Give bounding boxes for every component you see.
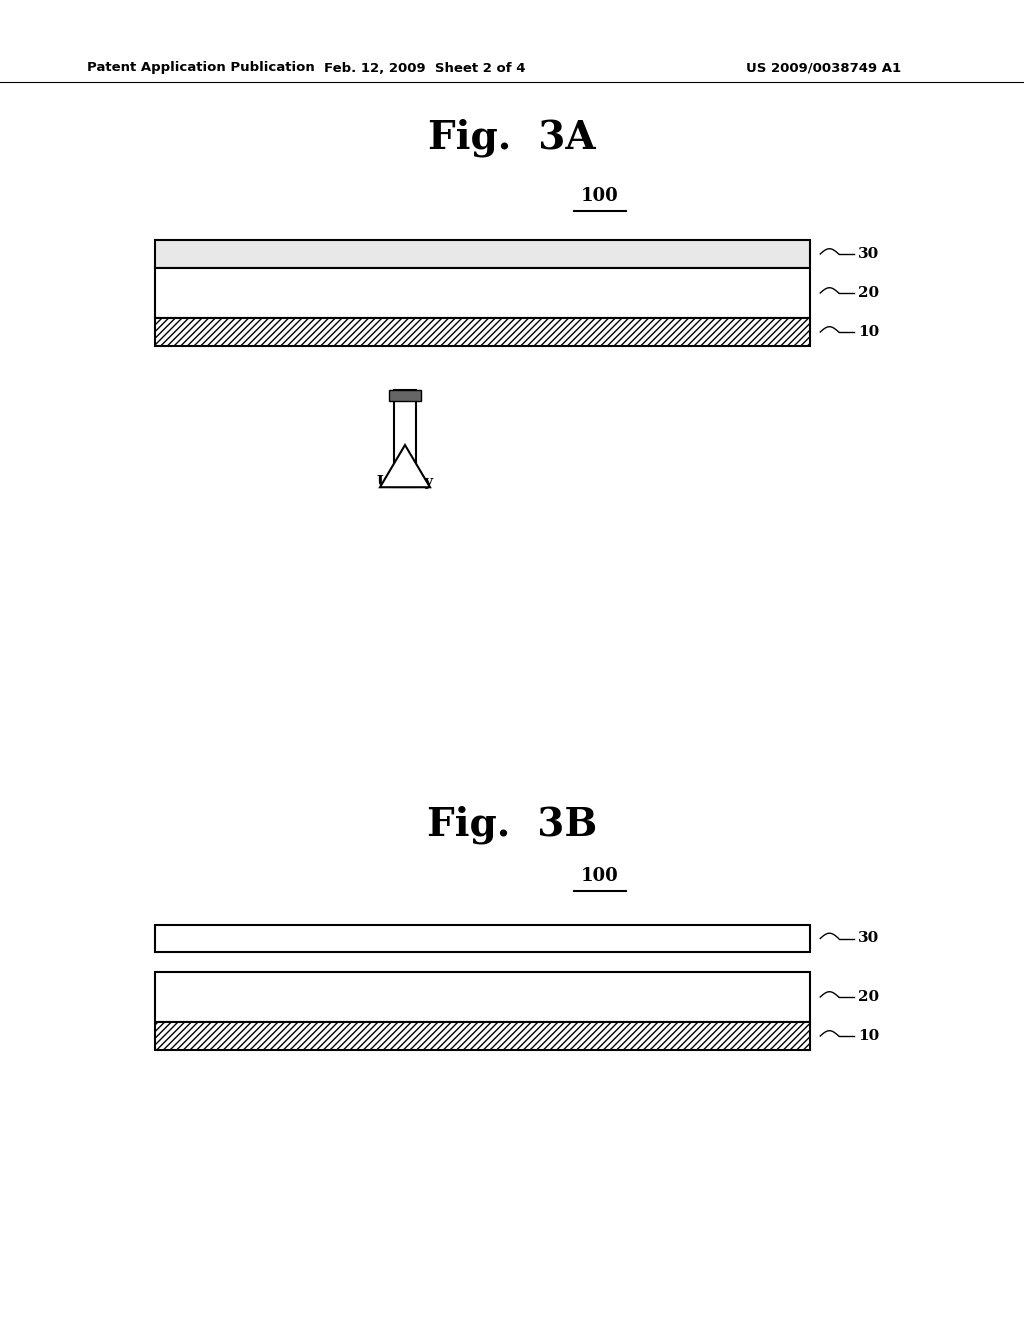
Bar: [155, 1022, 810, 1049]
Text: 10: 10: [858, 1030, 880, 1043]
Text: US 2009/0038749 A1: US 2009/0038749 A1: [746, 62, 901, 74]
Polygon shape: [380, 445, 430, 487]
Bar: [394, 389, 416, 487]
Text: 30: 30: [858, 932, 880, 945]
Bar: [155, 972, 810, 1022]
Text: 20: 20: [858, 990, 880, 1005]
Text: 20: 20: [858, 286, 880, 300]
Text: 30: 30: [858, 247, 880, 261]
Text: Feb. 12, 2009  Sheet 2 of 4: Feb. 12, 2009 Sheet 2 of 4: [325, 62, 525, 74]
Text: UV-ray: UV-ray: [377, 475, 433, 488]
Text: 100: 100: [582, 867, 618, 884]
Text: Fig.  3B: Fig. 3B: [427, 805, 597, 845]
Text: Patent Application Publication: Patent Application Publication: [87, 62, 314, 74]
Bar: [389, 389, 421, 400]
Text: 100: 100: [582, 187, 618, 205]
Bar: [155, 240, 810, 268]
Text: Fig.  3A: Fig. 3A: [428, 119, 596, 157]
Text: 10: 10: [858, 325, 880, 339]
Bar: [155, 925, 810, 952]
Bar: [155, 318, 810, 346]
Bar: [155, 268, 810, 318]
